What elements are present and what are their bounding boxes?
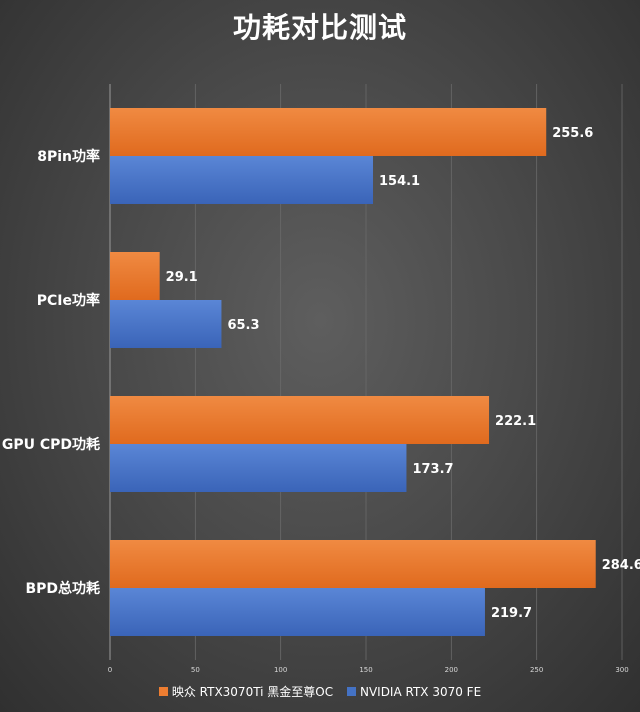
bar-series-1	[110, 252, 160, 300]
x-tick-label: 0	[108, 666, 112, 674]
legend-label-series-2: NVIDIA RTX 3070 FE	[359, 684, 482, 699]
legend-swatch-series-1	[158, 687, 168, 696]
x-tick-label: 250	[530, 666, 543, 674]
bar-series-2	[110, 588, 485, 636]
x-tick-label: 50	[191, 666, 200, 674]
data-label: 219.7	[491, 606, 532, 621]
legend-item-series-2: NVIDIA RTX 3070 FE	[346, 684, 482, 699]
x-tick-label: 150	[359, 666, 372, 674]
legend-item-series-1: 映众 RTX3070Ti 黑金至尊OC	[158, 683, 334, 700]
bar-series-2	[110, 156, 373, 204]
data-label: 222.1	[495, 414, 536, 429]
bar-series-2	[110, 444, 407, 492]
bar-series-2	[110, 300, 222, 348]
data-label: 154.1	[379, 174, 420, 189]
legend-label-series-1: 映众 RTX3070Ti 黑金至尊OC	[171, 685, 334, 699]
category-label: PCIe功率	[37, 292, 100, 309]
chart-title: 功耗对比测试	[232, 11, 407, 44]
legend-swatch-series-2	[346, 687, 356, 696]
category-label: GPU CPD功耗	[2, 436, 100, 453]
data-label: 173.7	[412, 462, 453, 477]
x-tick-label: 100	[274, 666, 287, 674]
bar-series-1	[110, 108, 547, 156]
category-label: 8Pin功率	[37, 148, 100, 165]
data-label: 65.3	[227, 318, 259, 333]
category-label: BPD总功耗	[25, 580, 100, 597]
data-label: 255.6	[552, 126, 593, 141]
data-label: 284.6	[602, 558, 640, 573]
x-tick-label: 300	[615, 666, 628, 674]
bar-series-1	[110, 396, 490, 444]
x-tick-label: 200	[445, 666, 458, 674]
data-label: 29.1	[166, 270, 198, 285]
chart-legend: 映众 RTX3070Ti 黑金至尊OC NVIDIA RTX 3070 FE	[0, 683, 640, 700]
bar-series-1	[110, 540, 596, 588]
